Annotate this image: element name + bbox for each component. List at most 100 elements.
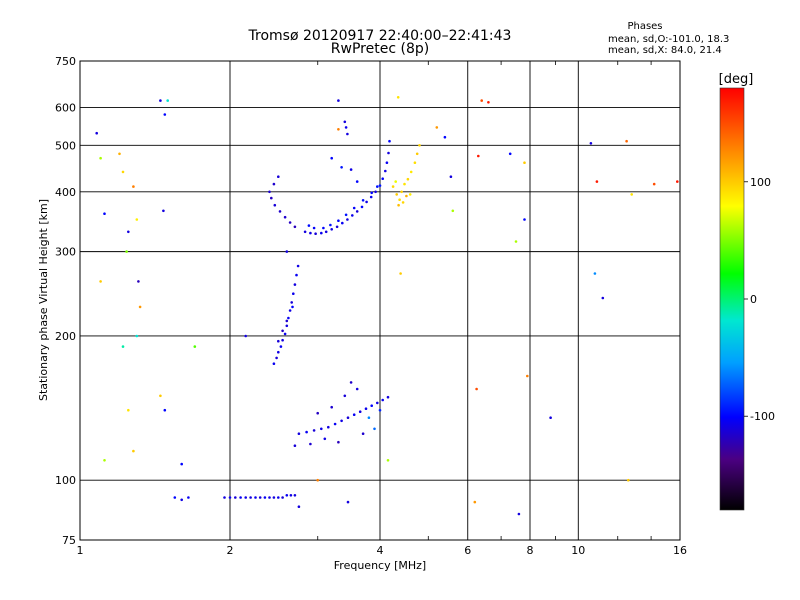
echo-point bbox=[285, 494, 289, 497]
echo-point bbox=[291, 305, 294, 309]
data-points bbox=[95, 96, 679, 516]
echo-point bbox=[352, 413, 356, 417]
echo-point bbox=[385, 161, 389, 164]
echo-point bbox=[335, 225, 339, 229]
y-tick-label: 750 bbox=[55, 55, 76, 68]
echo-point bbox=[180, 498, 183, 502]
echo-point bbox=[374, 190, 377, 194]
echo-point bbox=[346, 500, 350, 504]
echo-point bbox=[121, 170, 125, 174]
y-tick-label: 400 bbox=[55, 186, 76, 199]
echo-point bbox=[361, 432, 365, 436]
echo-point bbox=[163, 113, 167, 116]
echo-point bbox=[132, 449, 135, 453]
echo-point bbox=[277, 339, 280, 343]
echo-point bbox=[361, 199, 365, 202]
echo-point bbox=[360, 205, 364, 209]
echo-point bbox=[333, 422, 337, 426]
echo-point bbox=[517, 512, 521, 516]
colorbar-tick-label: 0 bbox=[750, 293, 757, 306]
echo-point bbox=[159, 394, 162, 398]
echo-point bbox=[340, 419, 343, 423]
echo-point bbox=[281, 329, 284, 333]
echo-point bbox=[121, 345, 125, 348]
y-tick-label: 200 bbox=[55, 330, 76, 343]
echo-point bbox=[159, 99, 162, 102]
echo-point bbox=[228, 496, 232, 499]
echo-point bbox=[275, 356, 278, 360]
echo-point bbox=[285, 250, 289, 253]
echo-point bbox=[443, 135, 447, 139]
echo-point bbox=[593, 272, 597, 275]
echo-point bbox=[278, 210, 282, 213]
echo-point bbox=[337, 219, 340, 222]
chart-subtitle: RwPretec (8p) bbox=[331, 41, 429, 57]
echo-point bbox=[239, 496, 242, 499]
echo-point bbox=[118, 152, 121, 156]
echo-point bbox=[329, 223, 332, 227]
echo-point bbox=[293, 283, 297, 286]
echo-point bbox=[355, 180, 359, 183]
phases-o-stats: mean, sd,O:-101.0, 18.3 bbox=[608, 34, 729, 45]
echo-point bbox=[337, 128, 340, 131]
plot-frame bbox=[79, 60, 681, 541]
echo-point bbox=[293, 225, 297, 229]
colorbar bbox=[720, 88, 744, 510]
echo-point bbox=[449, 175, 453, 178]
chart-title: Tromsø 20120917 22:40:00–22:41:43 bbox=[248, 28, 512, 44]
echo-point bbox=[549, 416, 552, 420]
echo-point bbox=[132, 185, 135, 188]
echo-point bbox=[477, 154, 480, 158]
echo-point bbox=[244, 334, 247, 338]
echo-point bbox=[355, 387, 359, 391]
echo-point bbox=[373, 427, 376, 431]
echo-point bbox=[523, 161, 526, 164]
echo-point bbox=[138, 305, 142, 309]
echo-point bbox=[297, 432, 301, 436]
echo-point bbox=[263, 496, 267, 499]
echo-point bbox=[435, 126, 439, 129]
y-tick-label: 300 bbox=[55, 246, 76, 259]
echo-point bbox=[327, 425, 330, 429]
y-tick-label: 75 bbox=[62, 534, 76, 547]
colorbar-tick-label: 100 bbox=[750, 176, 771, 189]
echo-point bbox=[323, 437, 327, 441]
echo-point bbox=[95, 131, 98, 135]
x-tick-label: 6 bbox=[464, 544, 471, 557]
echo-point bbox=[162, 209, 165, 213]
echo-point bbox=[627, 478, 630, 482]
echo-point bbox=[312, 226, 316, 230]
echo-point bbox=[320, 231, 323, 235]
echo-point bbox=[337, 99, 340, 102]
echo-point bbox=[475, 387, 478, 391]
echo-point bbox=[135, 334, 139, 338]
echo-point bbox=[403, 182, 406, 186]
echo-point bbox=[508, 152, 512, 156]
x-tick-label: 4 bbox=[377, 544, 384, 557]
echo-point bbox=[384, 169, 387, 173]
grid bbox=[80, 61, 680, 540]
echo-point bbox=[346, 132, 349, 136]
echo-point bbox=[370, 191, 374, 195]
echo-point bbox=[314, 232, 317, 235]
echo-point bbox=[293, 494, 297, 497]
y-tick-label: 600 bbox=[55, 101, 76, 114]
echo-point bbox=[99, 156, 102, 160]
echo-point bbox=[396, 96, 400, 99]
echo-point bbox=[487, 101, 490, 104]
echo-point bbox=[187, 496, 190, 499]
echo-point bbox=[381, 177, 385, 180]
echo-point bbox=[399, 272, 402, 275]
echo-point bbox=[388, 139, 391, 143]
echo-point bbox=[295, 273, 298, 277]
echo-point bbox=[365, 200, 368, 204]
x-tick-label: 1 bbox=[77, 544, 84, 557]
echo-point bbox=[343, 394, 347, 398]
echo-point bbox=[381, 398, 385, 402]
x-tick-label: 2 bbox=[227, 544, 234, 557]
echo-point bbox=[137, 280, 140, 283]
echo-point bbox=[351, 214, 354, 217]
echo-point bbox=[346, 416, 350, 420]
echo-point bbox=[367, 416, 371, 420]
echo-point bbox=[127, 408, 130, 412]
